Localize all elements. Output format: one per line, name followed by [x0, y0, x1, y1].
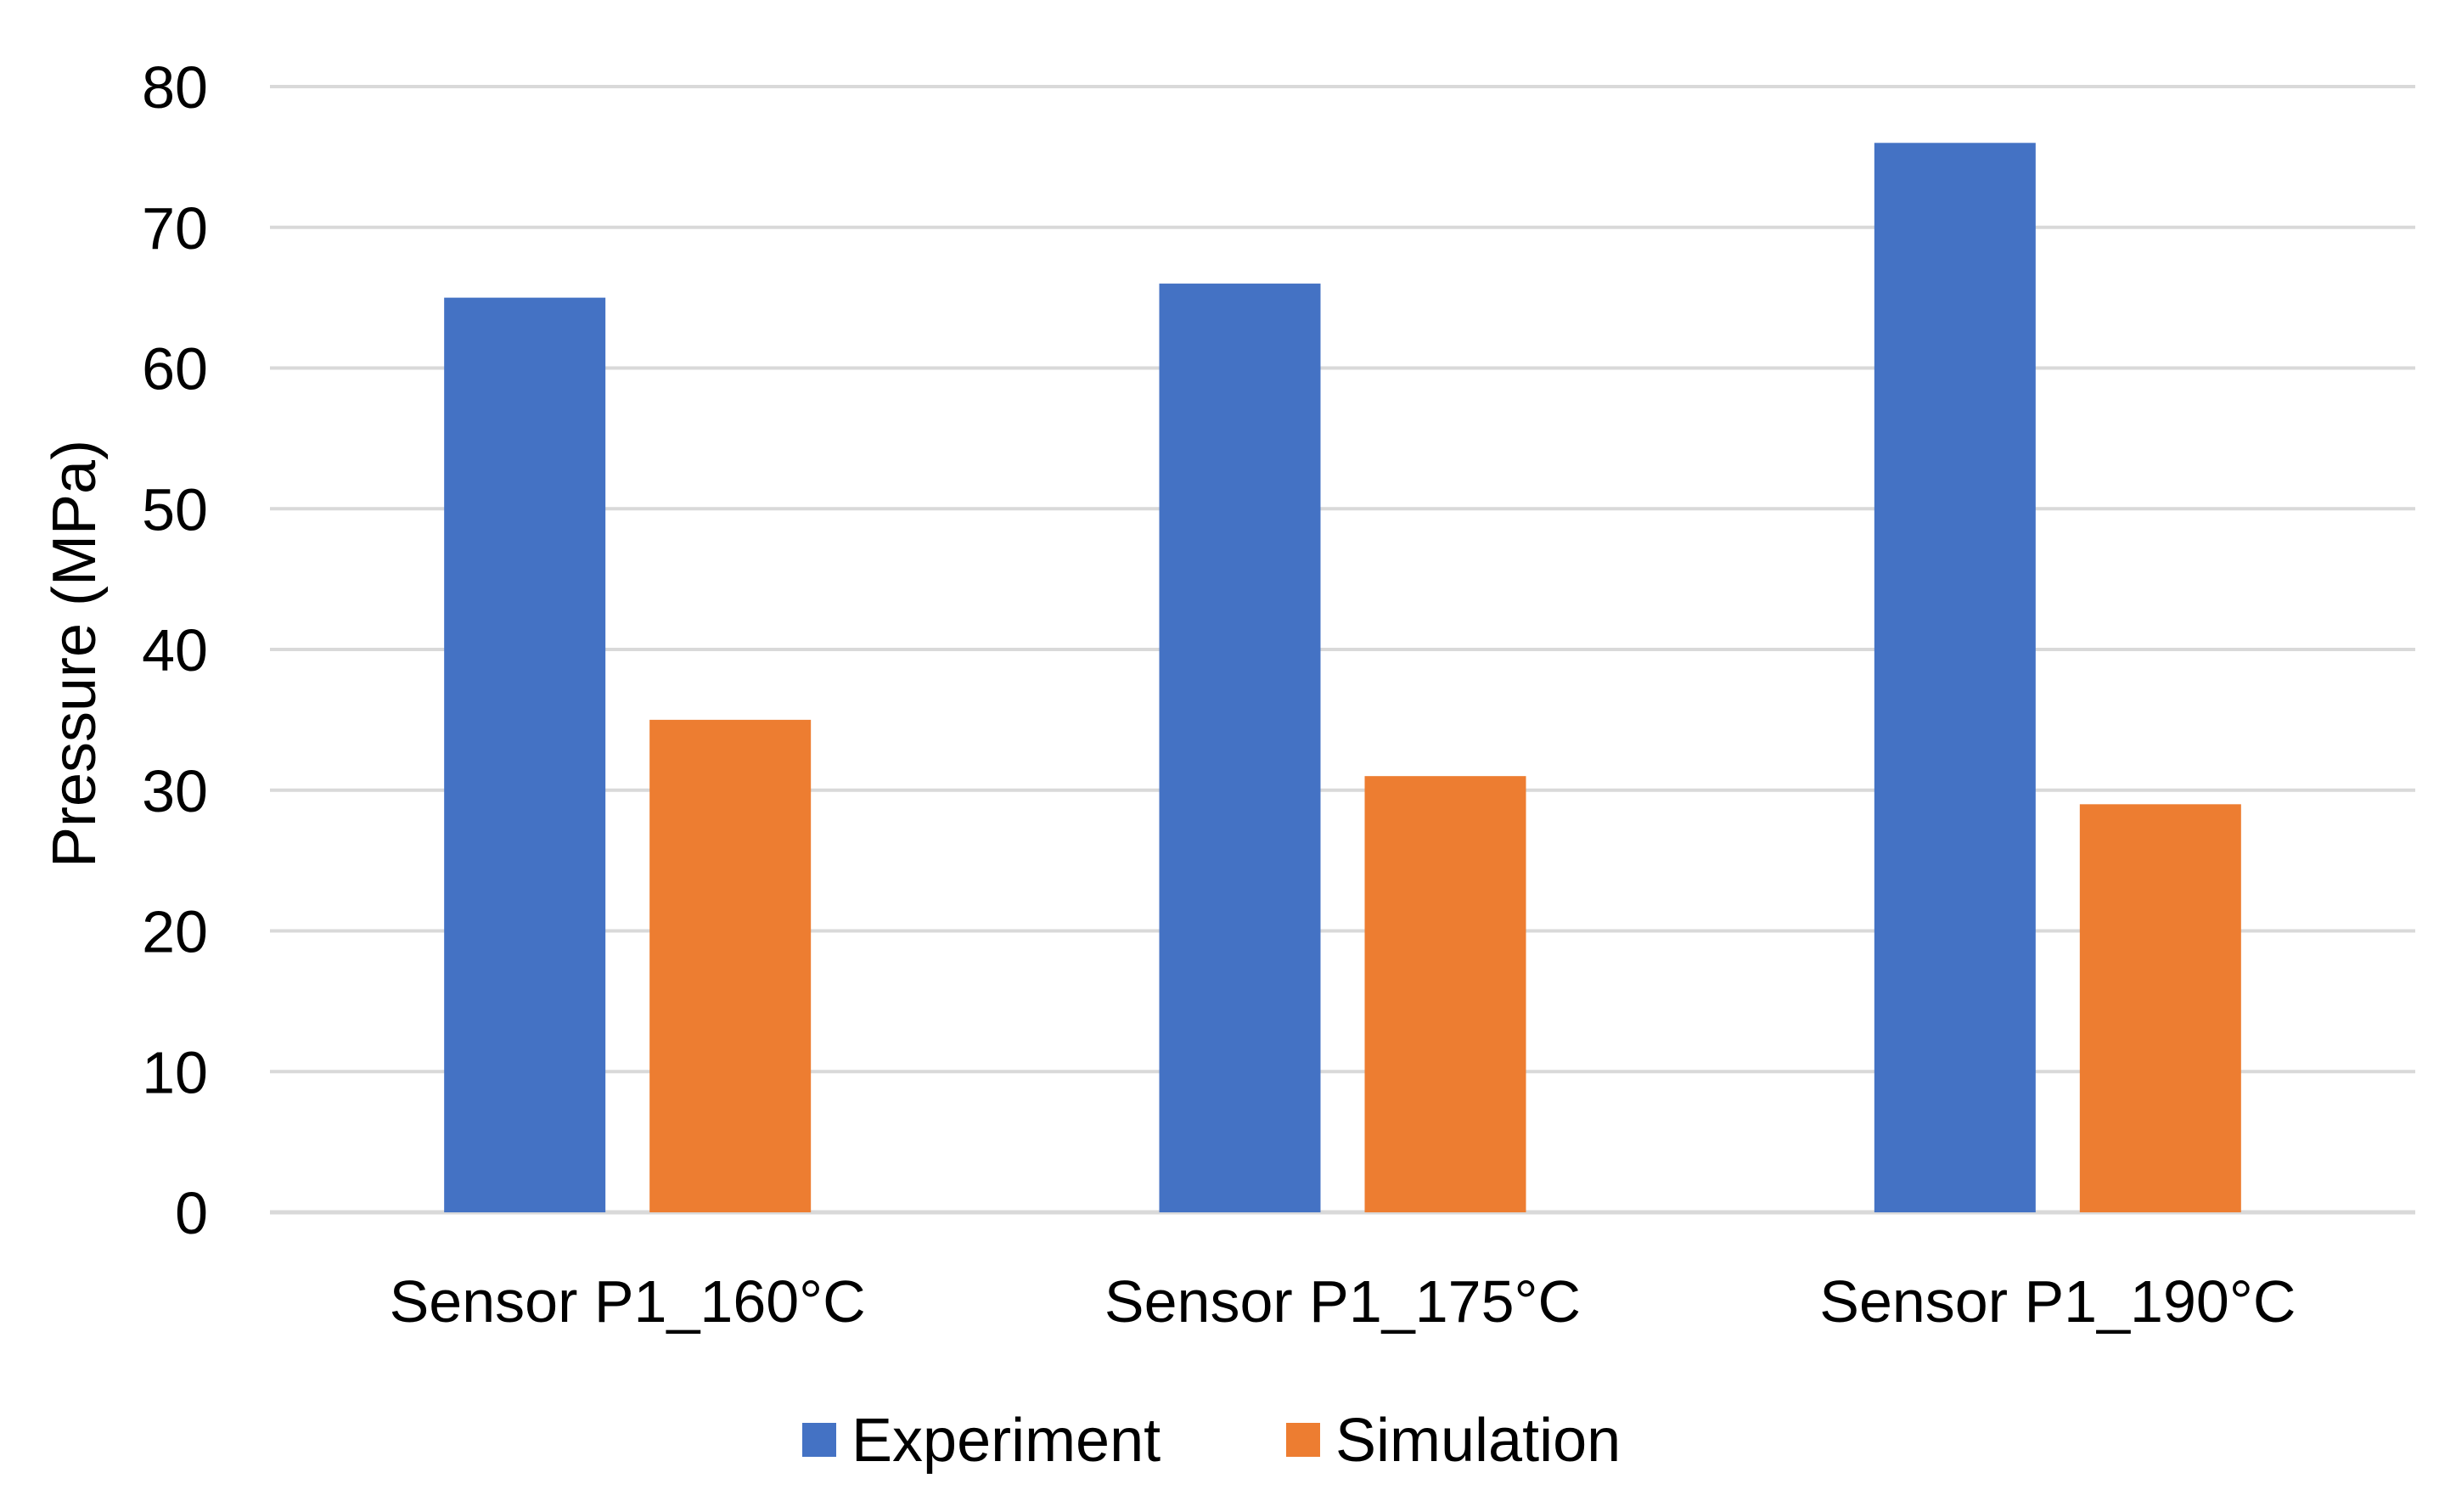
y-tick-label: 70 [142, 195, 208, 261]
y-tick-label: 0 [175, 1180, 208, 1246]
y-tick-label: 40 [142, 617, 208, 683]
bar-experiment-1[interactable] [444, 297, 606, 1212]
bar-simulation-2[interactable] [1364, 776, 1526, 1212]
legend-label-simulation: Simulation [1335, 1407, 1621, 1475]
x-category-label: Sensor P1_175°C [1104, 1268, 1581, 1335]
gridlines [270, 85, 2415, 1215]
x-axis-categories: Sensor P1_160°C Sensor P1_175°C Sensor P1_… [390, 1268, 2296, 1335]
y-tick-label: 50 [142, 476, 208, 542]
bar-experiment-2[interactable] [1159, 284, 1321, 1212]
legend-swatch-experiment [802, 1423, 836, 1457]
legend-label-experiment: Experiment [851, 1407, 1161, 1475]
legend-swatch-simulation [1286, 1423, 1320, 1457]
bar-simulation-1[interactable] [649, 719, 812, 1212]
y-tick-label: 20 [142, 899, 208, 965]
y-tick-label: 30 [142, 758, 208, 824]
y-tick-label: 60 [142, 336, 208, 402]
x-category-label: Sensor P1_190°C [1819, 1268, 2296, 1335]
y-tick-label: 80 [142, 54, 208, 121]
bars [444, 143, 2241, 1212]
bar-simulation-3[interactable] [2079, 804, 2241, 1212]
legend: Experiment Simulation [802, 1407, 1621, 1475]
bar-experiment-3[interactable] [1874, 143, 2036, 1212]
y-tick-label: 10 [142, 1039, 208, 1105]
x-category-label: Sensor P1_160°C [390, 1268, 866, 1335]
y-axis-title: Pressure (MPa) [41, 440, 109, 868]
y-axis-ticks: 0 10 20 30 40 50 60 70 80 [142, 54, 208, 1246]
